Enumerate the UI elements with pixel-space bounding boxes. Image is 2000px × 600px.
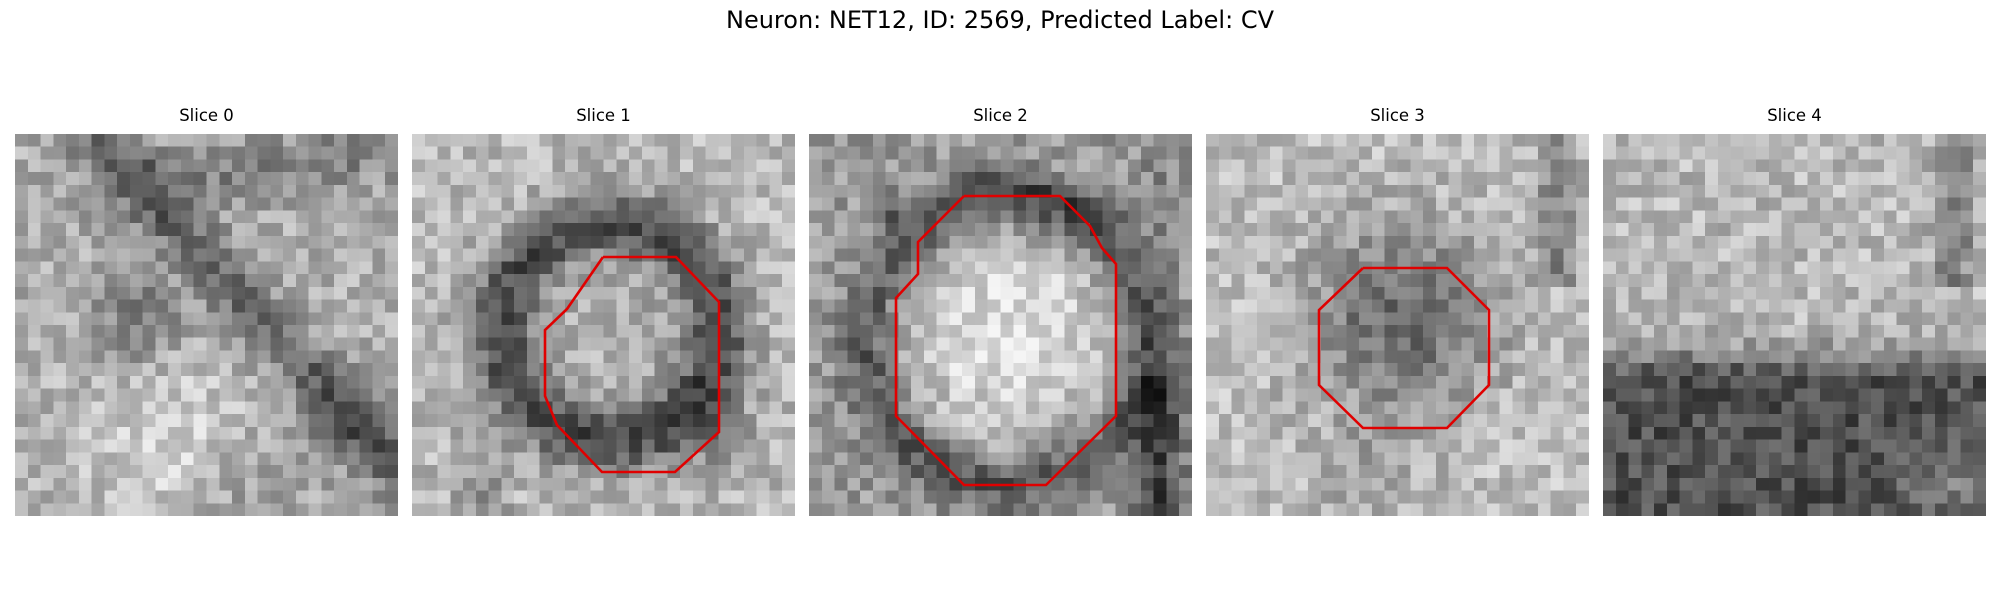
roi-outline — [1317, 266, 1491, 430]
slice-title: Slice 2 — [973, 106, 1028, 125]
figure-title: Neuron: NET12, ID: 2569, Predicted Label… — [726, 6, 1274, 34]
roi-outline — [894, 194, 1118, 487]
slice-image — [1603, 134, 1986, 516]
roi-outline — [543, 255, 721, 474]
slice-image — [412, 134, 795, 516]
slice-image — [809, 134, 1192, 516]
slice-title: Slice 1 — [576, 106, 631, 125]
slice-panel-1: Slice 1 — [412, 106, 795, 516]
slice-panel-4: Slice 4 — [1603, 106, 1986, 516]
slice-title: Slice 4 — [1767, 106, 1822, 125]
slice-image — [15, 134, 398, 516]
slice-title: Slice 0 — [179, 106, 234, 125]
slice-panel-0: Slice 0 — [15, 106, 398, 516]
slice-panel-3: Slice 3 — [1206, 106, 1589, 516]
slice-title: Slice 3 — [1370, 106, 1425, 125]
slice-panel-2: Slice 2 — [809, 106, 1192, 516]
slice-image — [1206, 134, 1589, 516]
